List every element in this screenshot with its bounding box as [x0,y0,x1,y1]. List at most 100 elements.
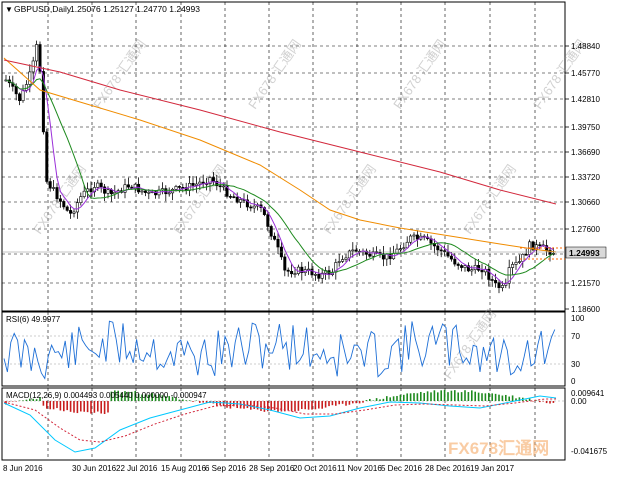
candle-body [354,249,358,252]
macd-bar [471,390,473,401]
macd-bar [117,390,119,401]
candle-body [113,191,117,195]
macd-bar [273,401,276,411]
candle-body [41,71,45,133]
candle-body [320,272,324,279]
rsi-panel[interactable] [1,311,566,387]
macd-indicator [3,389,557,453]
macd-bar [110,391,113,401]
macd-bar [508,396,510,401]
candle-body [154,191,158,196]
candle-body [286,269,290,272]
current-price-label: 1.24993 [569,248,600,258]
ma-fast-line [5,65,554,285]
macd-bar [18,400,21,401]
candle-body [45,131,49,182]
candle-body [62,201,66,208]
price-tick-label: 1.33720 [571,173,600,182]
macd-bar [324,401,327,408]
candle-body [35,44,39,62]
candlesticks [4,40,555,294]
macd-bar [192,401,194,402]
candle-body [395,248,399,254]
candle-body [123,184,127,193]
rsi-line [3,320,556,380]
candle-body [99,182,103,188]
candle-body [18,93,22,101]
macd-bar [552,401,555,403]
candle-body [82,190,86,197]
candle-body [548,249,552,255]
macd-bar [148,394,150,401]
macd-bar [100,401,102,414]
macd-bar [352,401,354,404]
macd-bar [236,401,238,409]
macd-bar [141,394,143,401]
candle-body [443,250,447,253]
macd-bar [287,401,289,411]
macd-bar [345,401,347,406]
date-label: 5 Dec 2016 [381,464,422,473]
macd-bar [433,390,436,401]
date-label: 19 Jan 2017 [470,464,515,473]
macd-bar [365,400,368,401]
macd-bar [182,399,184,401]
macd-bar [328,401,330,407]
macd-bar [290,401,293,412]
ma-red-line [3,59,557,205]
macd-bar [518,397,521,401]
candle-body [293,273,297,275]
macd-bar [127,391,130,401]
ohlc-readout: 1.25076 1.25127 1.24770 1.24993 [70,4,200,14]
candle-body [409,235,413,243]
macd-tick-label: 0.009641 [571,389,605,398]
macd-bar [535,400,538,401]
macd-bar [12,401,14,402]
macd-bar [443,389,446,401]
candle-body [317,274,321,279]
macd-bar [372,400,374,401]
macd-bar [440,390,442,401]
candle-body [75,202,79,213]
candle-body [337,261,341,263]
date-axis: 8 Jun 2016 30 Jun 2016 22 Jul 2016 15 Aug 2… [3,464,515,473]
macd-bar [477,392,480,401]
macd-bar [246,401,249,409]
macd-bar [409,393,412,401]
macd-bar [355,401,357,404]
candle-body [415,234,419,240]
macd-bar [539,401,541,403]
macd-bar [294,401,296,412]
macd-bar [375,398,378,401]
macd-bar [25,399,28,401]
macd-bar [188,400,191,401]
macd-bar [270,401,272,411]
candle-body [290,270,294,275]
candle-body [218,185,222,188]
macd-bar [124,391,126,401]
macd-bar [403,394,405,401]
candle-body [103,186,107,194]
macd-bar [379,399,381,401]
candle-body [55,187,59,200]
macd-bar [389,397,391,401]
candle-body [79,196,83,203]
macd-bar [464,390,466,401]
macd-bar [525,399,527,401]
macd-bar [97,401,99,412]
price-tick-label: 1.42810 [571,95,600,104]
grid-lines [2,2,565,460]
macd-bar [369,398,371,401]
candle-body [351,249,355,252]
candle-body [89,188,93,193]
menu-triangle-icon[interactable]: ▼ [5,5,13,14]
candle-body [106,189,110,194]
rsi-tick-label: 100 [571,314,585,323]
macd-bar [250,401,252,410]
macd-bar [437,392,439,401]
candle-body [252,205,256,209]
macd-bar [382,398,385,401]
macd-bar [222,401,225,407]
